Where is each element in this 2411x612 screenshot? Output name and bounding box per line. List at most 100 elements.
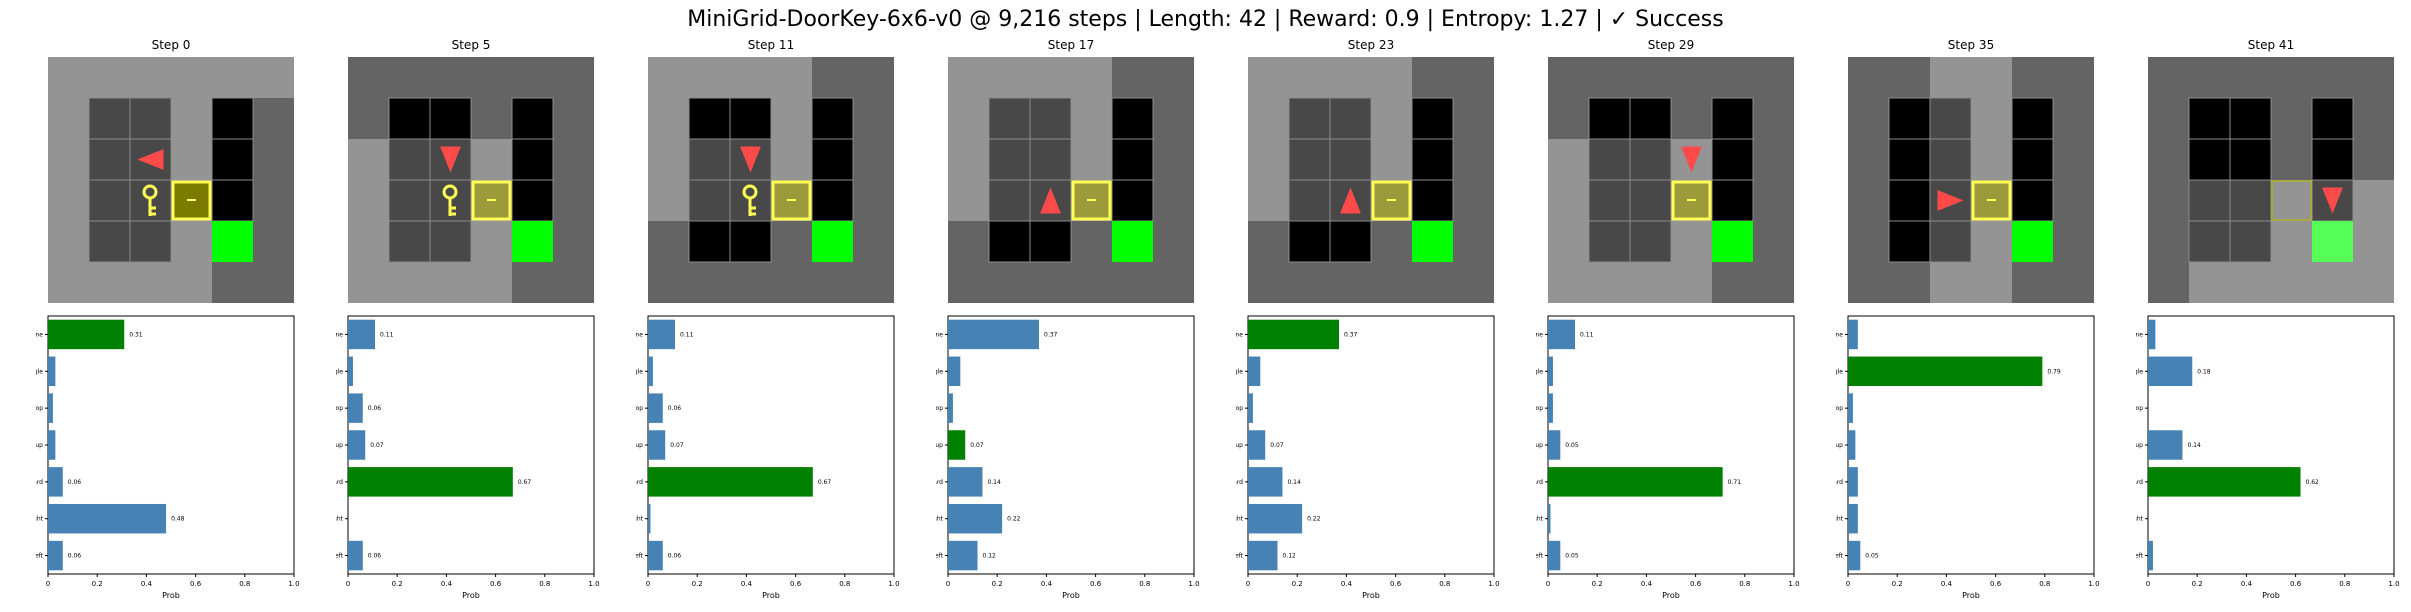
y-tick-label: Done [336, 331, 343, 338]
agent-triangle [1340, 187, 1361, 214]
floor-cell [1629, 220, 1672, 263]
bar-left [48, 540, 63, 571]
x-tick-label: 0.2 [92, 580, 103, 588]
x-tick-label: 0.8 [1739, 580, 1750, 588]
value-label: 0.07 [1270, 442, 1284, 449]
y-tick-label: Pickup [1236, 442, 1243, 449]
y-tick-label: Toggle [336, 368, 343, 375]
grid-observation [948, 57, 1194, 303]
floor-cell [1888, 97, 1931, 140]
x-tick-label: 0.8 [1139, 580, 1150, 588]
y-tick-label: Left [36, 553, 44, 560]
floor-cell [729, 220, 772, 263]
y-tick-label: Forward [336, 479, 343, 486]
x-axis-label: Prob [1962, 591, 1980, 600]
bar-forward [648, 467, 813, 497]
visible-cell [1248, 57, 1289, 98]
value-label: 0.05 [1865, 553, 1879, 560]
y-tick-label: Forward [36, 479, 43, 486]
visible-cell [471, 262, 512, 303]
visible-cell [348, 221, 389, 262]
value-label: 0.06 [368, 405, 382, 412]
y-tick-label: Forward [936, 479, 943, 486]
visible-cell [2230, 262, 2271, 303]
grid-observation [1548, 57, 1794, 303]
visible-cell [1548, 180, 1589, 221]
plot-frame [347, 315, 595, 575]
plot-frame [1847, 315, 2095, 575]
floor-cell [1329, 138, 1372, 181]
visible-cell [212, 57, 253, 98]
x-tick-label: 0.4 [141, 580, 153, 588]
y-tick-label: Toggle [936, 368, 943, 375]
bar-left [2148, 540, 2153, 571]
value-label: 0.07 [370, 442, 384, 449]
value-label: 0.12 [983, 553, 997, 560]
x-tick-label: 0.2 [992, 580, 1003, 588]
visible-cell [1248, 139, 1289, 180]
floor-cell [2229, 220, 2272, 263]
x-tick-label: 0 [2146, 580, 2150, 588]
floor-cell [1588, 179, 1631, 222]
visible-cell [648, 98, 689, 139]
visible-cell [130, 57, 171, 98]
value-label: 0.05 [1565, 553, 1579, 560]
x-tick-label: 0 [646, 580, 650, 588]
x-tick-label: 0.8 [839, 580, 850, 588]
y-tick-label: Pickup [1836, 442, 1843, 449]
bar-drop [1848, 393, 1853, 423]
plot-frame [2147, 315, 2395, 575]
y-tick-label: Forward [1536, 479, 1543, 486]
floor-cell [1288, 179, 1331, 222]
plot-frame [647, 315, 895, 575]
plot-frame [1247, 315, 1495, 575]
y-tick-label: Drop [1536, 405, 1543, 412]
visible-cell [471, 221, 512, 262]
y-tick-label: Drop [936, 405, 943, 412]
bar-toggle [348, 356, 353, 387]
floor-cell [2311, 138, 2354, 181]
y-tick-label: Toggle [1836, 368, 1843, 375]
bar-right [948, 503, 1003, 534]
bar-forward [1848, 467, 1858, 497]
bar-pickup [1848, 430, 1856, 460]
floor-cell [1888, 220, 1931, 263]
y-tick-label: Toggle [1536, 368, 1543, 375]
visible-cell [89, 57, 130, 98]
visible-cell [771, 57, 812, 98]
bar-done [348, 319, 376, 350]
agent-triangle [440, 146, 461, 173]
figure-title: MiniGrid-DoorKey-6x6-v0 @ 9,216 steps | … [687, 7, 1724, 32]
floor-cell [388, 179, 431, 222]
bar-left [1848, 540, 1861, 571]
x-tick-label: 0.2 [1892, 580, 1903, 588]
floor-cell [1411, 179, 1454, 222]
action-prob-chart: Left 0.06 Right Forward 0.67 Pickup 0.07 Drop 0.… [636, 315, 900, 600]
visible-cell [1971, 98, 2012, 139]
bar-left [1548, 540, 1561, 571]
value-label: 0.62 [2306, 479, 2320, 486]
visible-cell [1071, 57, 1112, 98]
visible-cell [171, 57, 212, 98]
floor-cell [1411, 138, 1454, 181]
x-tick-label: 0.8 [239, 580, 250, 588]
value-label: 0.05 [1565, 442, 1579, 449]
value-label: 0.06 [368, 553, 382, 560]
floor-cell [688, 220, 731, 263]
y-tick-label: Right [636, 516, 644, 523]
y-tick-label: Drop [636, 405, 643, 412]
visible-cell [1071, 139, 1112, 180]
floor-cell [2011, 138, 2054, 181]
x-tick-label: 0 [946, 580, 950, 588]
bar-drop [1548, 393, 1553, 423]
x-tick-label: 0.4 [441, 580, 453, 588]
bar-right [1248, 503, 1303, 534]
visible-cell [2353, 221, 2394, 262]
value-label: 0.37 [1344, 331, 1358, 338]
floor-cell [129, 220, 172, 263]
visible-cell [648, 57, 689, 98]
visible-cell [1330, 57, 1371, 98]
floor-cell [2188, 179, 2231, 222]
y-tick-label: Left [1836, 553, 1844, 560]
visible-cell [948, 139, 989, 180]
